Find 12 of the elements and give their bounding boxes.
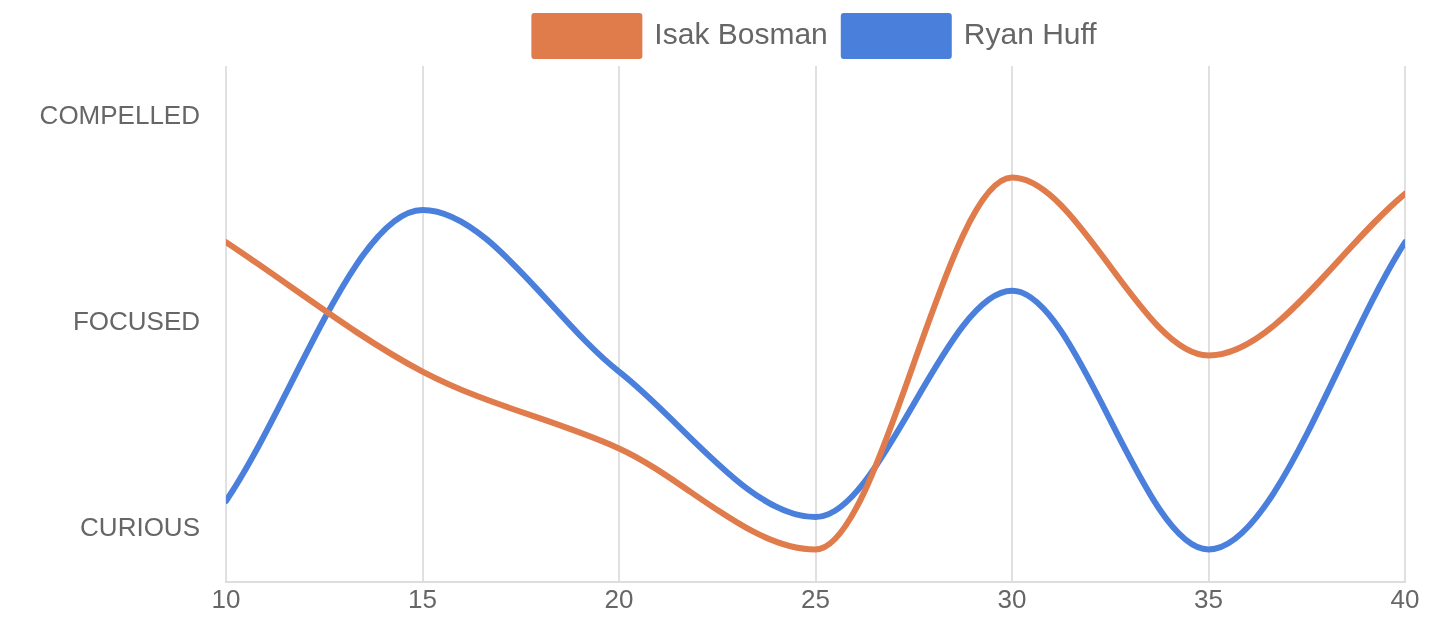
x-tick-label: 10 (211, 583, 241, 614)
x-tick-label: 30 (997, 583, 1027, 614)
text: COMPELLED (39, 99, 200, 130)
text: FOCUSED (72, 306, 200, 337)
legend-label: Isak Bosman (654, 17, 828, 51)
legend-label: Ryan Huff (963, 17, 1098, 51)
x-tick-label: 35 (1194, 583, 1223, 614)
x-tick-label: 40 (1390, 583, 1420, 614)
text: CURIOUS (80, 512, 200, 543)
x-tick-label: 20 (604, 583, 634, 614)
x-tick-label: 15 (408, 583, 437, 614)
x-tick-label: 25 (801, 583, 830, 614)
